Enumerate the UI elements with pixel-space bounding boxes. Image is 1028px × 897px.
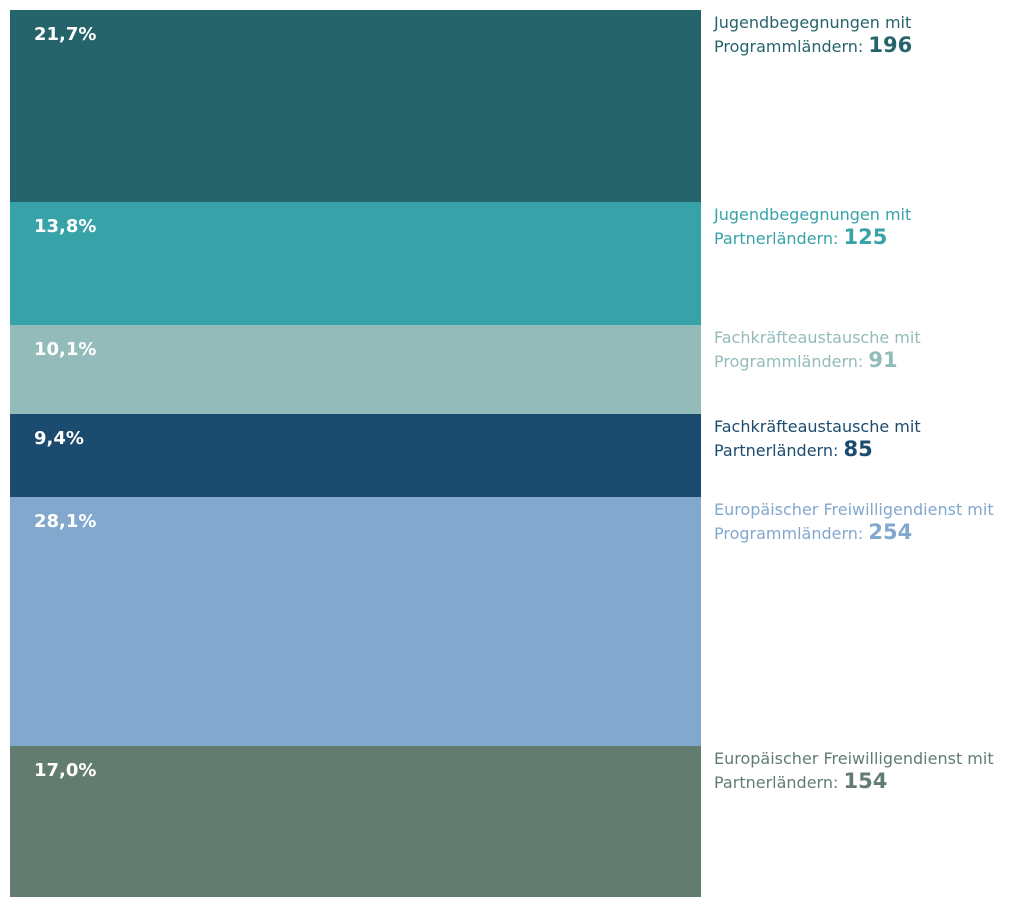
legend-name: Fachkräfteaustausche mit Partnerländern:	[714, 417, 921, 461]
legend-entry: Europäischer Freiwilligendienst mit Prog…	[714, 499, 1026, 545]
bar-segment	[10, 746, 701, 897]
legend-entry: Fachkräfteaustausche mit Programmländern…	[714, 327, 1026, 373]
legend-entry: Europäischer Freiwilligendienst mit Part…	[714, 748, 1026, 794]
legend-name: Europäischer Freiwilligendienst mit Prog…	[714, 500, 994, 544]
legend-name: Jugendbegegnungen mit Programmländern:	[714, 13, 912, 56]
bar-segment	[10, 202, 701, 325]
legend-name: Jugendbegegnungen mit Partnerländern:	[714, 205, 912, 249]
value-label: 17,0%	[34, 760, 97, 782]
legend-count: 154	[843, 769, 888, 794]
legend-count: 125	[843, 225, 888, 250]
value-label: 28,1%	[34, 511, 97, 533]
legend-entry: Fachkräfteaustausche mit Partnerländern:…	[714, 416, 1026, 462]
legend-count: 196	[868, 33, 913, 57]
legend-entry: Jugendbegegnungen mit Partnerländern: 12…	[714, 204, 1026, 250]
bar-segment	[10, 497, 701, 747]
value-label: 9,4%	[34, 428, 84, 450]
legend-count: 91	[868, 347, 898, 372]
bar-segment	[10, 414, 701, 498]
legend-entry: Jugendbegegnungen mit Programmländern: 1…	[714, 12, 1026, 58]
value-label: 21,7%	[34, 24, 97, 45]
legend-name: Fachkräfteaustausche mit Programmländern…	[714, 327, 921, 371]
value-label: 13,8%	[34, 216, 97, 238]
legend-count: 254	[868, 520, 913, 545]
legend-count: 85	[843, 437, 873, 462]
bar-segment	[10, 324, 701, 414]
legend-name: Europäischer Freiwilligendienst mit Part…	[714, 749, 994, 793]
bar-segment	[10, 10, 701, 203]
value-label: 10,1%	[34, 338, 97, 360]
